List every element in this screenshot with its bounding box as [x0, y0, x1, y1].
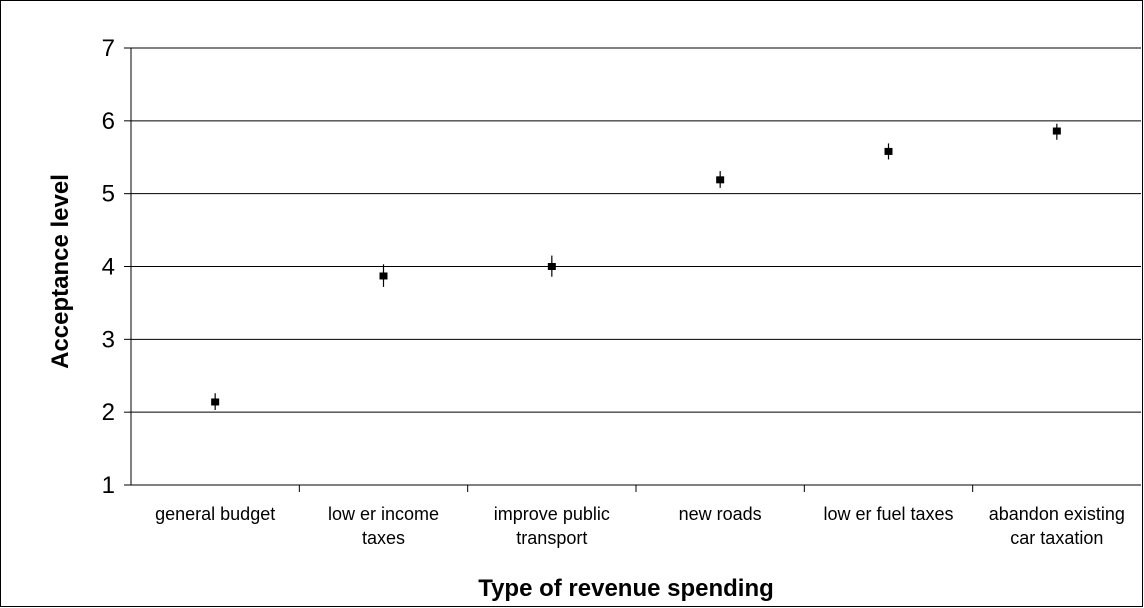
x-category-label: low er income taxes — [328, 504, 439, 548]
y-tick-label: 4 — [102, 254, 115, 281]
data-point — [884, 147, 893, 155]
y-tick-label: 2 — [102, 399, 115, 426]
x-category-label-line: general budget — [155, 504, 275, 524]
gridlines — [131, 47, 1141, 413]
y-tick-label: 7 — [102, 35, 115, 62]
data-point — [716, 176, 725, 184]
y-tick-label: 6 — [102, 108, 115, 135]
x-category-label: improve public transport — [494, 504, 610, 548]
x-category-label-line: abandon existing — [989, 504, 1125, 524]
y-axis-title: Acceptance level — [47, 174, 74, 369]
x-category-label-line: transport — [516, 528, 587, 548]
x-category-labels: general budget low er income taxes improve … — [155, 504, 1125, 548]
data-point — [547, 263, 556, 270]
y-tick-label: 3 — [102, 326, 115, 353]
x-category-label-line: improve public — [494, 504, 610, 524]
data-point — [379, 272, 388, 280]
x-category-label: general budget — [155, 504, 275, 524]
y-tick-label: 1 — [102, 472, 115, 499]
data-point — [211, 398, 220, 406]
x-category-label: abandon existing car taxation — [989, 504, 1125, 548]
x-axis-title: Type of revenue spending — [478, 575, 774, 602]
x-category-label: new roads — [679, 504, 762, 524]
y-tick-labels: 1 2 3 4 5 6 7 — [102, 35, 115, 499]
x-category-label-line: taxes — [362, 528, 405, 548]
y-tick-label: 5 — [102, 181, 115, 208]
x-category-label-line: low er income — [328, 504, 439, 524]
data-point — [1052, 127, 1061, 135]
x-category-label-line: new roads — [679, 504, 762, 524]
x-category-label: low er fuel taxes — [823, 504, 953, 524]
x-category-label-line: car taxation — [1010, 528, 1103, 548]
axes — [124, 47, 1141, 492]
data-points — [211, 123, 1061, 410]
x-category-label-line: low er fuel taxes — [823, 504, 953, 524]
